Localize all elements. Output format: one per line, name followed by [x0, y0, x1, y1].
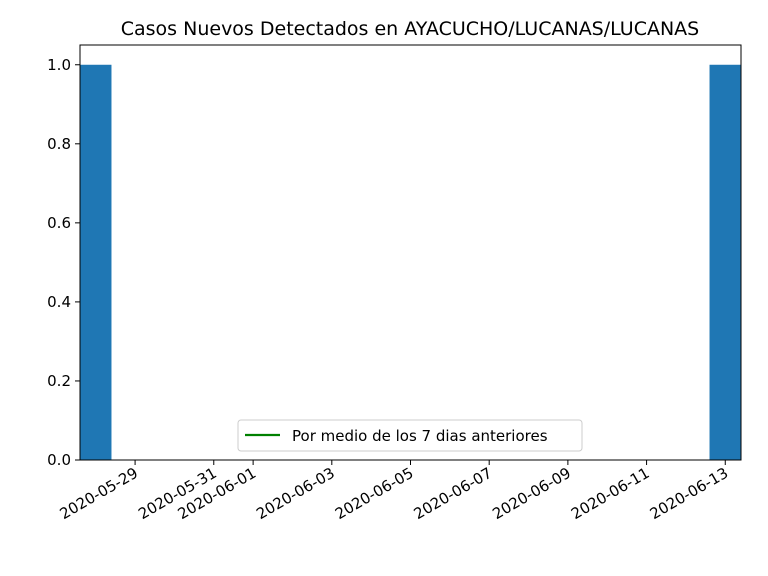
y-tick-label: 0.4: [47, 293, 71, 311]
x-tick-label: 2020-06-09: [489, 464, 574, 523]
legend-label: Por medio de los 7 dias anteriores: [292, 427, 548, 445]
y-tick-label: 0.6: [47, 214, 71, 232]
x-tick-label: 2020-06-07: [411, 464, 496, 523]
bar: [709, 64, 741, 460]
x-tick-label: 2020-06-03: [253, 464, 338, 523]
legend: Por medio de los 7 dias anteriores: [237, 419, 583, 452]
x-tick-label: 2020-06-13: [647, 464, 732, 523]
x-tick-label: 2020-06-05: [332, 464, 417, 523]
x-tick-label: 2020-06-11: [568, 464, 653, 523]
bars-layer: [80, 64, 741, 460]
chart-title: Casos Nuevos Detectados en AYACUCHO/LUCA…: [121, 18, 699, 40]
x-axis: 2020-05-292020-05-312020-06-012020-06-03…: [57, 460, 732, 523]
y-tick-label: 0.2: [47, 372, 71, 390]
bar: [80, 64, 112, 460]
x-tick-label: 2020-05-29: [57, 464, 142, 523]
y-tick-label: 0.0: [47, 451, 71, 469]
y-axis: 0.0 0.2 0.4 0.6 0.8 1.0: [47, 56, 80, 469]
legend-box: [237, 419, 583, 452]
y-tick-label: 1.0: [47, 56, 71, 74]
plot-frame: [79, 44, 742, 461]
y-tick-label: 0.8: [47, 135, 71, 153]
